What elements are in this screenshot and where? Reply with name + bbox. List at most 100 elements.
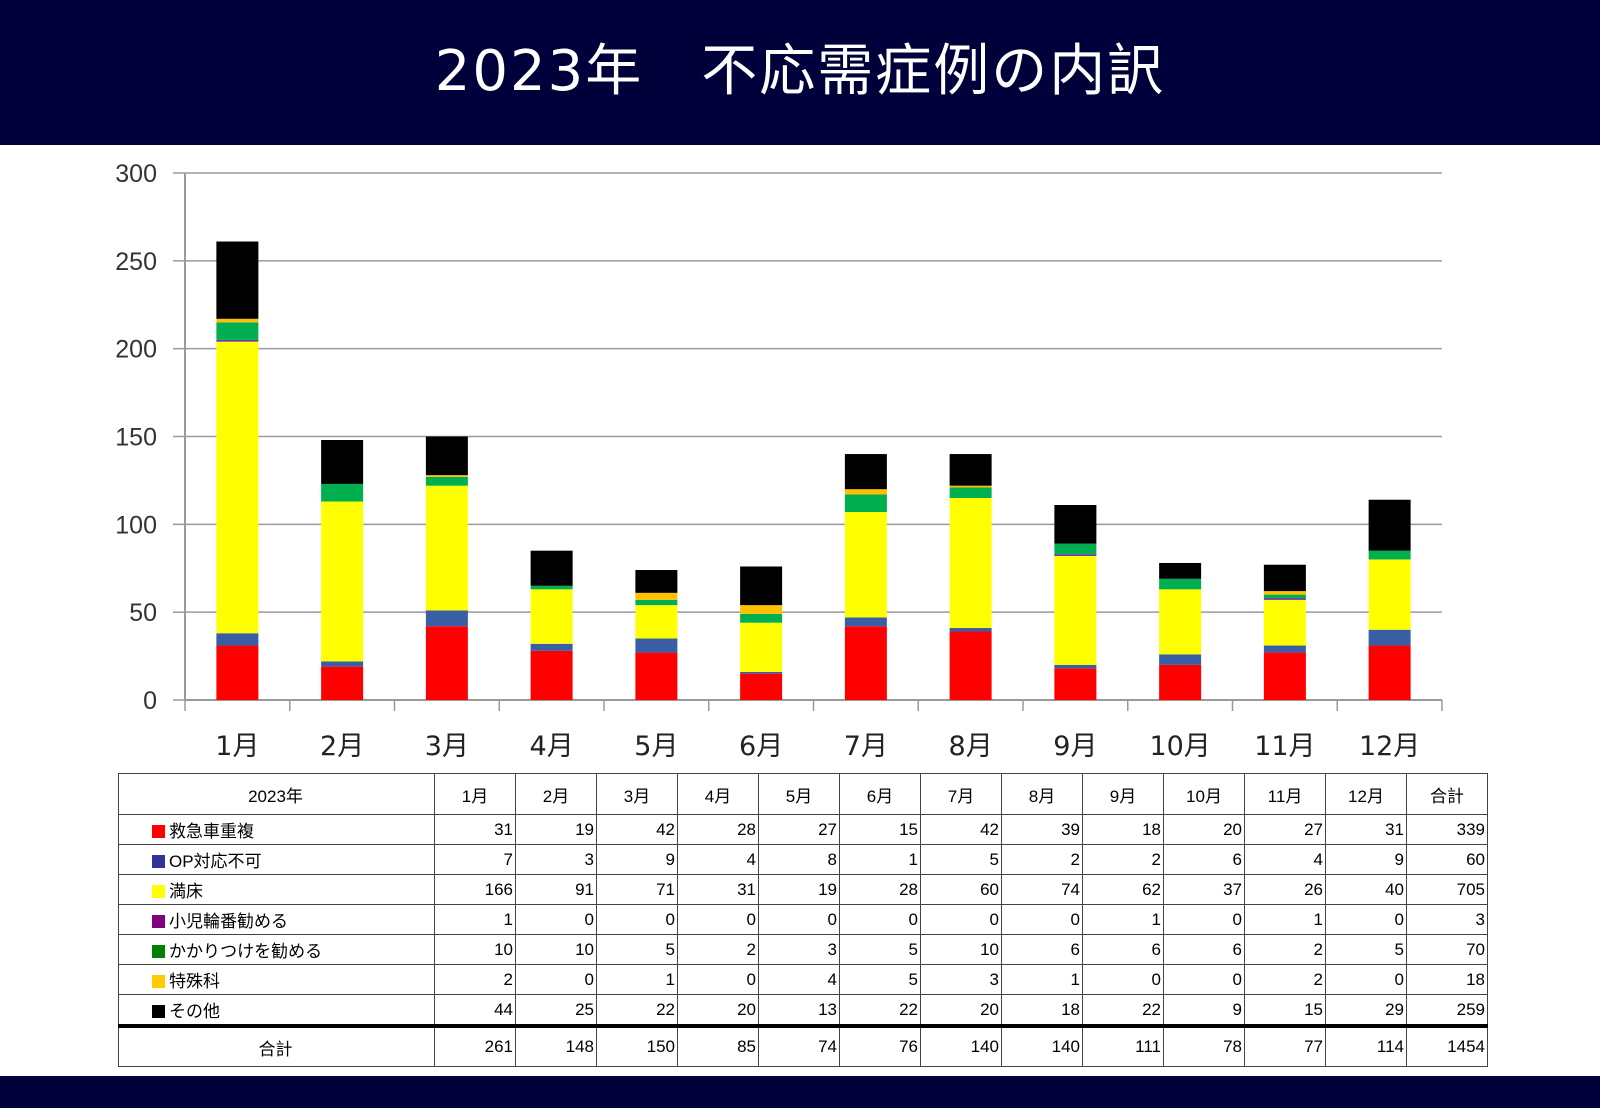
cell-value: 31 [1325,814,1407,845]
cell-value: 60 [920,874,1002,905]
cell-value: 0 [1325,904,1407,935]
cell-value: 0 [839,904,921,935]
row-label: OP対応不可 [118,844,435,875]
legend-swatch [152,915,165,928]
cell-value: 0 [758,904,840,935]
x-tick-label: 5月 [634,731,678,762]
cell-month-total: 78 [1163,1024,1245,1067]
row-label: かかりつけを勧める [118,934,435,965]
column-header: 12月 [1325,773,1407,815]
series-name: 満床 [169,882,203,901]
cell-value: 2 [677,934,759,965]
bar-segment [216,339,259,342]
bar-segment [844,626,887,700]
cell-value: 5 [839,934,921,965]
cell-value: 22 [839,994,921,1027]
bar-segment [1159,654,1202,665]
cell-value: 10 [515,934,597,965]
y-tick-label: 50 [129,599,157,627]
cell-month-total: 77 [1244,1024,1326,1067]
cell-value: 7 [434,844,516,875]
bar-segment [1368,499,1411,551]
cell-month-total: 111 [1082,1024,1164,1067]
cell-month-total: 140 [1001,1024,1083,1067]
bar-segment [321,501,364,662]
cell-value: 19 [515,814,597,845]
cell-value: 5 [839,964,921,995]
total-row-label: 合計 [118,1024,435,1067]
stacked-bar-chart: 0 50 100 150 200 250 300 1月 2月 3月 4月 5月 6月 7月 8月 9月 10月 1… [115,160,1443,762]
bar-segment [425,476,468,486]
bar-segment [1368,550,1411,560]
cell-value: 2 [1082,844,1164,875]
cell-value: 27 [1244,814,1326,845]
cell-value: 1 [839,844,921,875]
bar-segment [216,633,259,646]
x-tick-label: 1月 [215,731,259,762]
bar-segment [425,475,468,477]
cell-value: 10 [434,934,516,965]
x-tick-label: 8月 [949,731,993,762]
cell-value: 22 [596,994,678,1027]
bar-segment [1159,562,1202,579]
bar-segment [1054,555,1097,665]
x-tick-label: 9月 [1053,731,1097,762]
bar-segment [216,322,259,340]
cell-value: 0 [1325,964,1407,995]
cell-value: 26 [1244,874,1326,905]
bar-segment [321,483,364,502]
bar-segment [425,626,468,700]
cell-value: 5 [596,934,678,965]
bar-segment [949,454,992,486]
y-tick-label: 200 [115,336,157,364]
legend-swatch [152,975,165,988]
cell-value: 28 [839,874,921,905]
bar-segment [1263,564,1306,592]
row-label: 満床 [118,874,435,905]
row-label: 救急車重複 [118,814,435,845]
bar-segment [1263,652,1306,700]
cell-row-total: 339 [1406,814,1488,845]
column-header: 2月 [515,773,597,815]
series-name: その他 [169,1002,220,1021]
cell-value: 15 [839,814,921,845]
cell-value: 6 [1163,844,1245,875]
bar-segment [740,605,783,614]
cell-value: 3 [920,964,1002,995]
bar-segment [321,661,364,667]
y-tick-label: 150 [115,424,157,452]
cell-value: 19 [758,874,840,905]
column-header: 10月 [1163,773,1245,815]
cell-value: 1 [1001,964,1083,995]
y-tick-label: 300 [115,160,157,188]
cell-month-total: 85 [677,1024,759,1067]
table-row: 満床 166 91 71 31 19 28 60 74 62 37 26 40 705 [118,874,1488,905]
cell-value: 42 [596,814,678,845]
bar-segment [1263,591,1306,595]
series-name: OP対応不可 [169,852,262,871]
y-tick-label: 100 [115,511,157,539]
cell-value: 20 [677,994,759,1027]
cell-value: 0 [515,964,597,995]
column-header: 11月 [1244,773,1326,815]
cell-month-total: 140 [920,1024,1002,1067]
cell-value: 74 [1001,874,1083,905]
bar-segment [1159,578,1202,590]
cell-value: 3 [515,844,597,875]
cell-grand-total: 1454 [1406,1024,1488,1067]
cell-value: 27 [758,814,840,845]
bar-segment [216,341,259,634]
cell-value: 42 [920,814,1002,845]
bar-segment [635,592,678,600]
bar-segment [949,631,992,700]
bar-segment [216,318,259,323]
bar-segment [635,605,678,639]
cell-value: 5 [920,844,1002,875]
legend-swatch [152,885,165,898]
legend-swatch [152,945,165,958]
cell-month-total: 261 [434,1024,516,1067]
cell-value: 18 [1001,994,1083,1027]
cell-value: 0 [1163,904,1245,935]
cell-value: 0 [596,904,678,935]
row-label: 特殊科 [118,964,435,995]
